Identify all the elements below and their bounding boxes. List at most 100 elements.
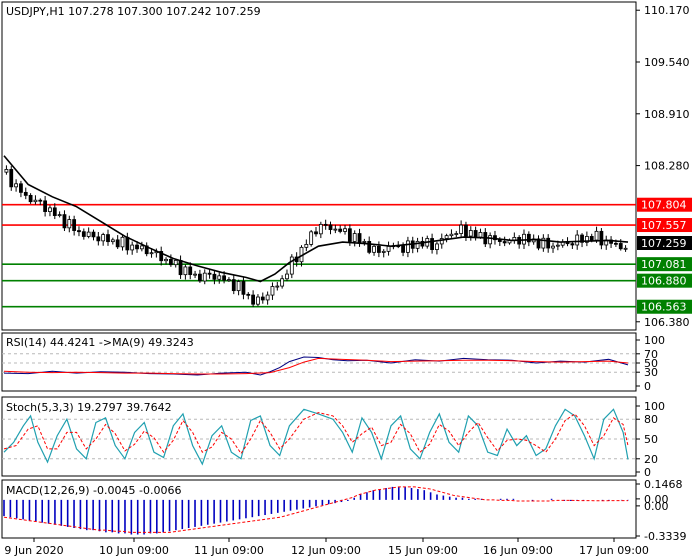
candle-body — [347, 228, 352, 242]
candle-body — [623, 247, 628, 250]
candle-body — [52, 207, 57, 216]
candle-body — [599, 230, 604, 246]
candle-body — [227, 279, 231, 282]
candle-body — [280, 278, 285, 287]
candle-body — [178, 259, 183, 276]
candle-body — [57, 214, 62, 217]
stoch-axis-label: 80 — [644, 413, 658, 426]
candle-body — [106, 234, 110, 243]
candle-body — [309, 231, 314, 245]
candle-body — [304, 244, 309, 248]
current-price-box — [637, 236, 692, 250]
candle-body — [289, 256, 294, 275]
rsi-pane[interactable]: RSI(14) 44.4241 ->MA(9) 49.3243 10070503… — [1, 332, 665, 393]
resistance-level-label: 107.557 — [641, 219, 687, 232]
candle-body — [202, 272, 207, 282]
rsi-axis-label: 30 — [644, 366, 658, 379]
candle-body — [570, 243, 575, 246]
support-level-label: 107.081 — [641, 258, 687, 271]
price-title: USDJPY,H1 107.278 107.300 107.242 107.25… — [6, 5, 261, 18]
candle-body — [589, 236, 594, 241]
price-pane[interactable]: USDJPY,H1 107.278 107.300 107.242 107.25… — [1, 1, 692, 331]
candle-body — [120, 236, 125, 248]
candle-body — [536, 238, 541, 249]
current-price-label: 107.259 — [641, 237, 687, 250]
candle-body — [367, 240, 372, 253]
candle-body — [212, 273, 217, 280]
candle-body — [415, 240, 420, 249]
candle-body — [14, 183, 18, 188]
candle-body — [217, 275, 222, 280]
candle-body — [110, 239, 115, 243]
time-axis-label: 12 Jun 09:00 — [291, 544, 361, 557]
candle-body — [164, 258, 168, 262]
candle-body — [67, 219, 72, 229]
rsi-axis-label: 0 — [644, 380, 651, 393]
stoch-axis-label: 0 — [644, 466, 651, 479]
stoch-axis-label: 20 — [644, 453, 658, 466]
price-axis-label: 108.280 — [644, 160, 690, 173]
candle-body — [149, 252, 154, 255]
candle-body — [546, 237, 551, 249]
rsi-axis-label: 100 — [644, 334, 665, 347]
candle-body — [555, 244, 560, 247]
candle-body — [493, 235, 497, 241]
candle-body — [614, 242, 618, 245]
candle-body — [439, 238, 444, 245]
candle-body — [48, 207, 52, 212]
candle-body — [478, 232, 483, 238]
candle-body — [91, 231, 96, 238]
rsi-axis-label: 50 — [644, 357, 658, 370]
time-axis-label: 9 Jun 2020 — [4, 544, 63, 557]
support-level-box — [637, 273, 692, 288]
time-axis-label: 15 Jun 09:00 — [388, 544, 458, 557]
candle-body — [357, 233, 362, 243]
candle-body — [81, 231, 86, 237]
price-axis-label: 109.540 — [644, 56, 690, 69]
stoch-axis-label: 100 — [644, 400, 665, 413]
candle-body — [362, 240, 367, 243]
candle-body — [381, 250, 386, 253]
macd-axis-label: 0.00 — [644, 493, 669, 506]
resistance-level-box — [637, 197, 692, 212]
rsi-pane-frame — [1, 332, 637, 392]
candle-body — [386, 245, 391, 252]
candle-body — [188, 266, 193, 275]
price-axis-label: 110.170 — [644, 4, 690, 17]
candle-body — [376, 245, 381, 253]
time-axis-label: 10 Jun 09:00 — [99, 544, 169, 557]
candle-body — [449, 233, 454, 237]
candle-body — [115, 239, 120, 248]
support-level-label: 106.880 — [641, 275, 687, 288]
candle-body — [251, 294, 256, 305]
candle-body — [246, 293, 251, 296]
time-axis-label: 16 Jun 09:00 — [483, 544, 553, 557]
candle-body — [33, 199, 38, 203]
candle-body — [4, 169, 9, 173]
candle-body — [125, 236, 130, 251]
candle-body — [77, 230, 81, 233]
rsi-axis-label: 70 — [644, 348, 658, 361]
candle-body — [618, 243, 623, 250]
candle-body — [101, 234, 106, 242]
macd-pane[interactable]: MACD(12,26,9) -0.0045 -0.0066 0.1468 0.00… — [1, 478, 686, 543]
candle-body — [352, 233, 357, 242]
candle-body — [584, 236, 589, 243]
candle-body — [96, 236, 101, 242]
macd-axis-label: 0.1468 — [644, 478, 683, 491]
candle-body — [72, 219, 77, 231]
candle-body — [28, 194, 33, 203]
candle-body — [502, 241, 507, 244]
support-level-box — [637, 257, 692, 272]
candle-body — [468, 230, 473, 237]
candle-body — [265, 294, 270, 301]
rsi-ma-line — [3, 357, 629, 375]
macd-title: MACD(12,26,9) -0.0045 -0.0066 — [6, 484, 181, 497]
candle-body — [23, 191, 28, 196]
candle-body — [541, 237, 546, 249]
time-axis-label: 11 Jun 09:00 — [194, 544, 264, 557]
candle-body — [38, 199, 43, 202]
candle-body — [343, 228, 347, 232]
stoch-pane-frame — [1, 396, 637, 477]
